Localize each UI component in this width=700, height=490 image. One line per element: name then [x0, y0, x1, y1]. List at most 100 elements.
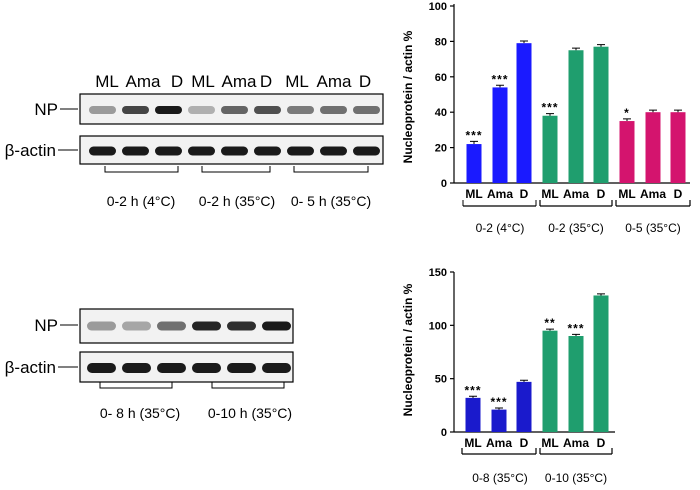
chart0-ytick-label-5: 100	[429, 1, 447, 13]
bottom-actin-band-2	[122, 363, 151, 373]
chart0-xtick-label-3: D	[520, 187, 529, 201]
chart0-bar-6	[593, 46, 609, 184]
top-lane-header-6: D	[260, 72, 272, 91]
bottom-np-band-2	[122, 321, 151, 331]
chart0-xtick-label-5: Ama	[563, 187, 589, 201]
bottom-np-band-6	[262, 321, 291, 331]
chart0-bar-4	[542, 115, 558, 183]
top-np-band-6	[254, 106, 281, 114]
bottom-group-label-1: 0- 8 h (35°C)	[100, 405, 180, 421]
chart0-significance-1: ***	[465, 128, 482, 142]
chart0-bar-8	[645, 112, 661, 183]
chart0-bar-9	[670, 112, 686, 183]
top-np-band-2	[122, 106, 149, 114]
chart1-bar-5	[568, 336, 584, 432]
chart1-bar-1	[465, 397, 481, 432]
chart1-xtick-label-3: D	[520, 436, 529, 450]
top-actin-band-1	[89, 146, 116, 156]
chart0-errorbar-7	[623, 118, 631, 122]
chart0-xtick-label-2: Ama	[487, 187, 513, 201]
chart0-bar-7	[619, 121, 635, 183]
bottom-actin-band-5	[227, 363, 256, 373]
chart1-xtick-label-1: ML	[464, 436, 481, 450]
bottom-actin-band-4	[192, 363, 221, 373]
chart0-ytick-label-0: 0	[441, 178, 447, 190]
chart0-errorbar-1	[470, 140, 478, 145]
chart1-bar-4	[542, 330, 558, 432]
chart0-bar-2	[492, 87, 508, 183]
chart1-significance-1: ***	[464, 383, 481, 397]
bottom-blot-panel: NP β-actin 0- 8 h (35°C) 0-10 h (35°C)	[5, 308, 294, 421]
chart0-errorbar-2	[496, 84, 504, 88]
top-chart-group-2: 0-2 (35°C)	[548, 221, 603, 235]
top-actin-band-3	[155, 146, 182, 156]
top-chart-group-1: 0-2 (4°C)	[476, 221, 525, 235]
chart0-errorbar-5	[572, 47, 580, 51]
chart0-xtick-label-8: Ama	[640, 187, 666, 201]
top-actin-band-9	[353, 146, 380, 156]
chart0-xtick-label-6: D	[597, 187, 606, 201]
top-lane-header-9: D	[359, 72, 371, 91]
bottom-chart-group-1: 0-8 (35°C)	[472, 471, 527, 485]
chart0-xtick-label-1: ML	[465, 187, 482, 201]
bottom-actin-band-1	[87, 363, 116, 373]
chart0-errorbar-9	[674, 109, 682, 113]
chart0-errorbar-3	[520, 40, 528, 44]
chart1-errorbar-6	[597, 293, 605, 296]
chart0-errorbar-6	[597, 44, 605, 47]
bottom-np-band-4	[192, 321, 221, 331]
chart1-bar-3	[516, 381, 532, 432]
chart0-ytick-label-4: 80	[435, 36, 447, 48]
top-lane-header-1: ML	[95, 72, 119, 91]
top-lane-header-8: Ama	[317, 72, 353, 91]
chart0-xtick-label-7: ML	[618, 187, 635, 201]
chart1-ytick-label-1: 50	[435, 374, 447, 386]
chart0-significance-7: *	[624, 106, 630, 120]
chart0-significance-4: ***	[541, 101, 558, 115]
chart0-ytick-label-3: 60	[435, 72, 447, 84]
chart0-xtick-label-4: ML	[541, 187, 558, 201]
chart0-significance-2: ***	[491, 72, 508, 86]
top-lane-header-7: ML	[285, 72, 309, 91]
bottom-np-band-5	[227, 321, 256, 331]
chart1-xtick-label-5: Ama	[563, 436, 589, 450]
top-lane-header-4: ML	[191, 72, 215, 91]
top-group-label-3: 0- 5 h (35°C)	[291, 193, 371, 209]
top-actin-band-7	[287, 146, 314, 156]
chart1-significance-5: ***	[567, 321, 584, 335]
bottom-chart-group-2: 0-10 (35°C)	[545, 471, 607, 485]
bottom-group-label-2: 0-10 h (35°C)	[208, 405, 292, 421]
top-group-label-2: 0-2 h (35°C)	[199, 193, 275, 209]
chart1-ytick-label-0: 0	[441, 427, 447, 439]
top-actin-band-2	[122, 146, 149, 156]
chart1-significance-4: **	[544, 316, 555, 330]
top-lane-header-5: Ama	[222, 72, 258, 91]
top-actin-band-6	[254, 146, 281, 156]
top-actin-band-5	[221, 146, 248, 156]
top-group-label-1: 0-2 h (4°C)	[107, 193, 176, 209]
top-np-label: NP	[34, 100, 58, 119]
chart0-xtick-label-9: D	[674, 187, 683, 201]
chart1-errorbar-3	[520, 379, 528, 382]
chart0-errorbar-8	[649, 109, 657, 113]
chart1-errorbar-2	[495, 407, 503, 410]
chart0-errorbar-4	[546, 113, 554, 116]
chart1-bar-2	[491, 409, 507, 432]
chart1-significance-2: ***	[490, 395, 507, 409]
chart1-errorbar-4	[546, 328, 554, 331]
chart0-ytick-label-2: 40	[435, 107, 447, 119]
top-lane-header-3: D	[171, 72, 183, 91]
chart0-bar-1	[466, 144, 482, 183]
chart0-bar-3	[516, 43, 532, 183]
chart0-ytick-label-1: 20	[435, 143, 447, 155]
chart1-ytick-label-2: 100	[429, 320, 447, 332]
bottom-chart-ylabel: Nucleoprotein / actin %	[401, 283, 415, 416]
bottom-np-label: NP	[34, 316, 58, 335]
top-np-band-5	[221, 106, 248, 114]
chart1-ytick-label-3: 150	[429, 267, 447, 279]
bottom-actin-label: β-actin	[5, 358, 56, 377]
top-actin-band-8	[320, 146, 347, 156]
chart1-errorbar-5	[572, 333, 580, 336]
top-np-band-4	[188, 106, 215, 114]
